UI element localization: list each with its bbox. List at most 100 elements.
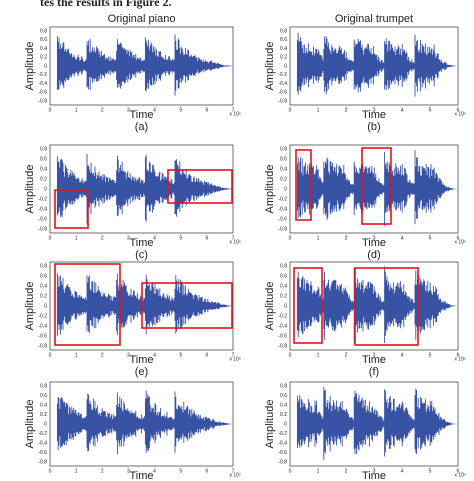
waveform [56,34,233,96]
plot-frame [289,381,459,467]
x-axis-label: Time [129,109,153,121]
y-tick-label: -0.4 [278,440,287,446]
highlight-box [167,169,233,204]
x-tick-label: 6 [457,468,460,474]
panel-title: Original trumpet [335,13,413,25]
plot-frame [49,26,234,106]
x-axis-label: Time [362,237,386,249]
y-axis-label: Amplitude [24,282,36,331]
x-tick-label: 5 [429,235,432,241]
caption: (e) [135,366,148,378]
x-tick-label: 0 [289,235,292,241]
y-tick-label: 0.8 [40,383,47,389]
y-tick-label: -0.4 [38,206,47,212]
y-tick-label: 0.8 [280,263,287,269]
y-tick-label: -0.4 [278,206,287,212]
y-tick-label: 0.8 [40,146,47,152]
y-tick-label: -0.6 [278,216,287,222]
x-tick-label: 4 [153,107,156,113]
caption: (d) [367,249,380,261]
x-tick-label: 5 [179,235,182,241]
plot-frame [289,261,459,351]
x-tick-label: 6 [457,352,460,358]
x-tick-label: 2 [101,107,104,113]
highlight-box [54,189,89,229]
y-axis-label: Amplitude [264,282,276,331]
y-tick-label: 0.8 [280,383,287,389]
y-tick-label: 0.4 [40,46,47,52]
y-tick-label: -0.4 [278,81,287,87]
y-tick-label: 0.2 [280,176,287,182]
x-tick-label: 0 [289,107,292,113]
y-tick-label: -0.8 [278,98,287,104]
y-axis-label: Amplitude [24,400,36,449]
y-tick-label: -0.6 [38,216,47,222]
y-tick-label: -0.4 [38,81,47,87]
x-tick-label: 2 [101,235,104,241]
x-exponent: x 10⁵ [454,472,466,478]
x-exponent: x 10⁵ [454,356,466,362]
x-tick-label: 5 [429,352,432,358]
y-tick-label: 0.4 [40,283,47,289]
y-tick-label: -0.2 [38,196,47,202]
x-axis-label: Time [129,470,153,481]
x-axis-label: Time [362,470,386,481]
y-tick-label: 0.6 [280,156,287,162]
y-tick-label: -0.6 [278,450,287,456]
x-tick-label: 4 [401,235,404,241]
y-tick-label: 0.4 [40,166,47,172]
x-tick-label: 4 [401,352,404,358]
y-tick-label: 0.8 [280,28,287,34]
y-tick-label: -0.4 [278,323,287,329]
y-tick-label: -0.8 [38,343,47,349]
highlight-box [354,267,419,346]
x-tick-label: 2 [101,352,104,358]
y-tick-label: -0.8 [38,226,47,232]
y-tick-label: 0.8 [40,263,47,269]
y-tick-label: 0 [284,421,287,427]
y-tick-label: -0.8 [278,343,287,349]
y-tick-label: 0 [44,421,47,427]
waveform [56,154,233,224]
x-tick-label: 5 [179,468,182,474]
x-exponent: x 10⁵ [454,111,466,117]
highlight-box [54,263,121,346]
y-tick-label: 0.6 [280,393,287,399]
x-tick-label: 3 [373,235,376,241]
x-tick-label: 3 [127,235,130,241]
y-tick-label: 0.8 [280,146,287,152]
x-tick-label: 4 [401,107,404,113]
plot-frame [49,144,234,234]
x-tick-label: 6 [205,107,208,113]
caption: (a) [135,121,148,133]
x-tick-label: 4 [153,235,156,241]
y-tick-label: -0.6 [38,450,47,456]
x-tick-label: 5 [179,107,182,113]
x-tick-label: 3 [373,352,376,358]
y-tick-label: -0.2 [278,431,287,437]
waveform [296,32,457,97]
caption: (f) [369,366,379,378]
y-tick-label: -0.2 [38,431,47,437]
x-tick-label: 5 [179,352,182,358]
y-tick-label: 0.4 [280,402,287,408]
x-tick-label: 0 [49,107,52,113]
y-tick-label: 0.6 [40,273,47,279]
plot-frame [289,144,459,234]
x-tick-label: 2 [345,235,348,241]
x-tick-label: 1 [75,235,78,241]
y-tick-label: -0.6 [278,333,287,339]
caption: (b) [367,121,380,133]
y-tick-label: -0.2 [38,313,47,319]
x-tick-label: 1 [75,107,78,113]
x-axis-label: Time [362,109,386,121]
x-tick-label: 7 [232,235,235,241]
y-axis-label: Amplitude [264,400,276,449]
waveform [296,386,458,461]
x-exponent: x 10⁵ [229,472,241,478]
y-tick-label: 0.8 [40,28,47,34]
x-tick-label: 1 [317,107,320,113]
x-tick-label: 0 [49,468,52,474]
caption: (c) [135,249,148,261]
x-tick-label: 0 [289,468,292,474]
